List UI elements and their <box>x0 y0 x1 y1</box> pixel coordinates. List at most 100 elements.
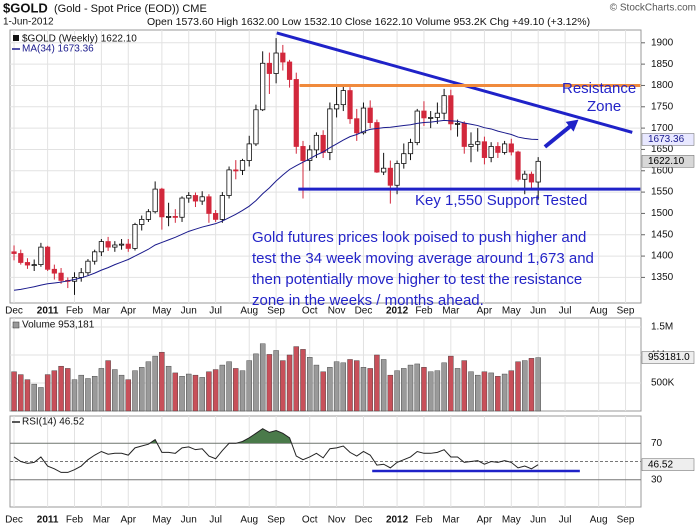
volume-bar <box>145 361 152 412</box>
candle-body <box>461 123 467 147</box>
candle-body <box>31 264 37 267</box>
volume-bar <box>401 368 407 412</box>
y-tick-label: 1700 <box>651 123 674 134</box>
x-tick-label: Apr <box>120 306 136 317</box>
volume-bar <box>475 374 481 412</box>
candle-body <box>535 160 541 183</box>
candle-body <box>186 195 192 199</box>
volume-bar <box>11 371 17 412</box>
x-tick-label: Aug <box>590 515 608 526</box>
rsi-last: 46.52 <box>648 459 673 470</box>
volume-bar <box>199 377 205 412</box>
candle-body <box>327 108 333 153</box>
candle-body <box>165 216 172 218</box>
x-tick-label: Jul <box>209 515 222 526</box>
volume-bar <box>528 358 535 412</box>
volume-bar <box>481 371 488 412</box>
volume-bar <box>394 370 400 412</box>
ma-last-box <box>641 133 695 146</box>
candle-body <box>528 173 535 183</box>
volume-bar <box>125 379 131 412</box>
legend-label: $GOLD (Weekly) 1622.10 <box>22 34 137 45</box>
candle-body <box>481 141 488 158</box>
volume-bar <box>508 370 515 412</box>
annotation: zone in the weeks / months ahead. <box>252 292 484 309</box>
x-tick-label: Feb <box>415 306 433 317</box>
annotation: Gold futures prices look poised to push … <box>252 229 586 246</box>
y-tick-label: 1600 <box>651 165 674 176</box>
volume-bar <box>307 357 313 412</box>
y-tick-label: 1.5M <box>651 322 673 333</box>
candle-body <box>51 268 57 274</box>
volume-bar <box>118 374 125 412</box>
x-tick-label: Feb <box>66 515 84 526</box>
volume-bar <box>44 374 51 412</box>
volume-bar <box>85 378 91 412</box>
candle-body <box>421 110 427 119</box>
volume-bar <box>266 354 273 412</box>
candle-body <box>293 79 299 147</box>
volume-bar <box>380 359 387 412</box>
x-tick-label: Apr <box>477 306 493 317</box>
volume-bar <box>441 362 447 412</box>
volume-bar <box>434 370 441 412</box>
volume-bar <box>280 360 286 412</box>
volume-bar <box>448 355 454 412</box>
y-tick-label: 1450 <box>651 229 674 240</box>
x-tick-label: Apr <box>120 515 136 526</box>
candle-body <box>508 143 514 153</box>
volume-bar <box>226 361 232 412</box>
y-tick-label: 500K <box>651 378 675 389</box>
candle-body <box>11 251 17 254</box>
candle-body <box>206 196 212 214</box>
x-tick-label: Mar <box>442 515 460 526</box>
legend-swatch <box>12 321 20 329</box>
volume-bar <box>347 359 353 412</box>
candle-body <box>219 195 225 220</box>
arrow <box>543 123 574 149</box>
volume-bar <box>414 363 420 412</box>
volume-bar <box>98 368 105 412</box>
volume-bar <box>132 370 138 412</box>
candle-body <box>78 272 84 278</box>
candle-body <box>300 146 306 161</box>
y-tick-label: 1350 <box>651 272 674 283</box>
candle-body <box>360 107 367 134</box>
candle-body <box>38 246 44 266</box>
candle-body <box>45 246 51 270</box>
x-tick-label: Jul <box>209 306 222 317</box>
x-tick-label: Aug <box>240 515 258 526</box>
x-tick-label: Oct <box>302 306 318 317</box>
candle-body <box>179 197 185 218</box>
volume-bar <box>179 376 185 412</box>
legend-swatch <box>13 35 19 41</box>
annotation: Resistance <box>562 80 636 97</box>
candle-body <box>394 163 400 186</box>
candle-body <box>313 134 320 151</box>
candle-body <box>347 90 353 120</box>
candle-body <box>159 188 165 218</box>
candle-body <box>132 224 138 249</box>
candle-body <box>515 151 521 180</box>
x-tick-label: Jun <box>530 306 546 317</box>
candle-body <box>253 109 259 145</box>
candle-body <box>213 213 219 220</box>
subtitle: (Gold - Spot Price (EOD)) CME <box>54 3 207 15</box>
volume-bar <box>421 367 427 412</box>
arrow-head <box>565 119 579 132</box>
volume-bar <box>300 349 306 412</box>
volume-bar <box>374 354 380 412</box>
candle-body <box>112 244 118 248</box>
volume-bar <box>427 371 434 412</box>
candle-body <box>320 134 326 153</box>
y-tick-label: 1750 <box>651 101 674 112</box>
close-last: 1622.10 <box>648 156 685 167</box>
candle-body <box>199 196 205 202</box>
x-tick-label: Aug <box>590 306 608 317</box>
x-tick-label: Dec <box>5 306 23 317</box>
symbol: $GOLD <box>3 0 48 15</box>
candle-body <box>280 52 286 63</box>
x-tick-label: Sep <box>617 306 635 317</box>
volume-bar <box>340 362 347 412</box>
x-tick-label: Mar <box>93 515 111 526</box>
